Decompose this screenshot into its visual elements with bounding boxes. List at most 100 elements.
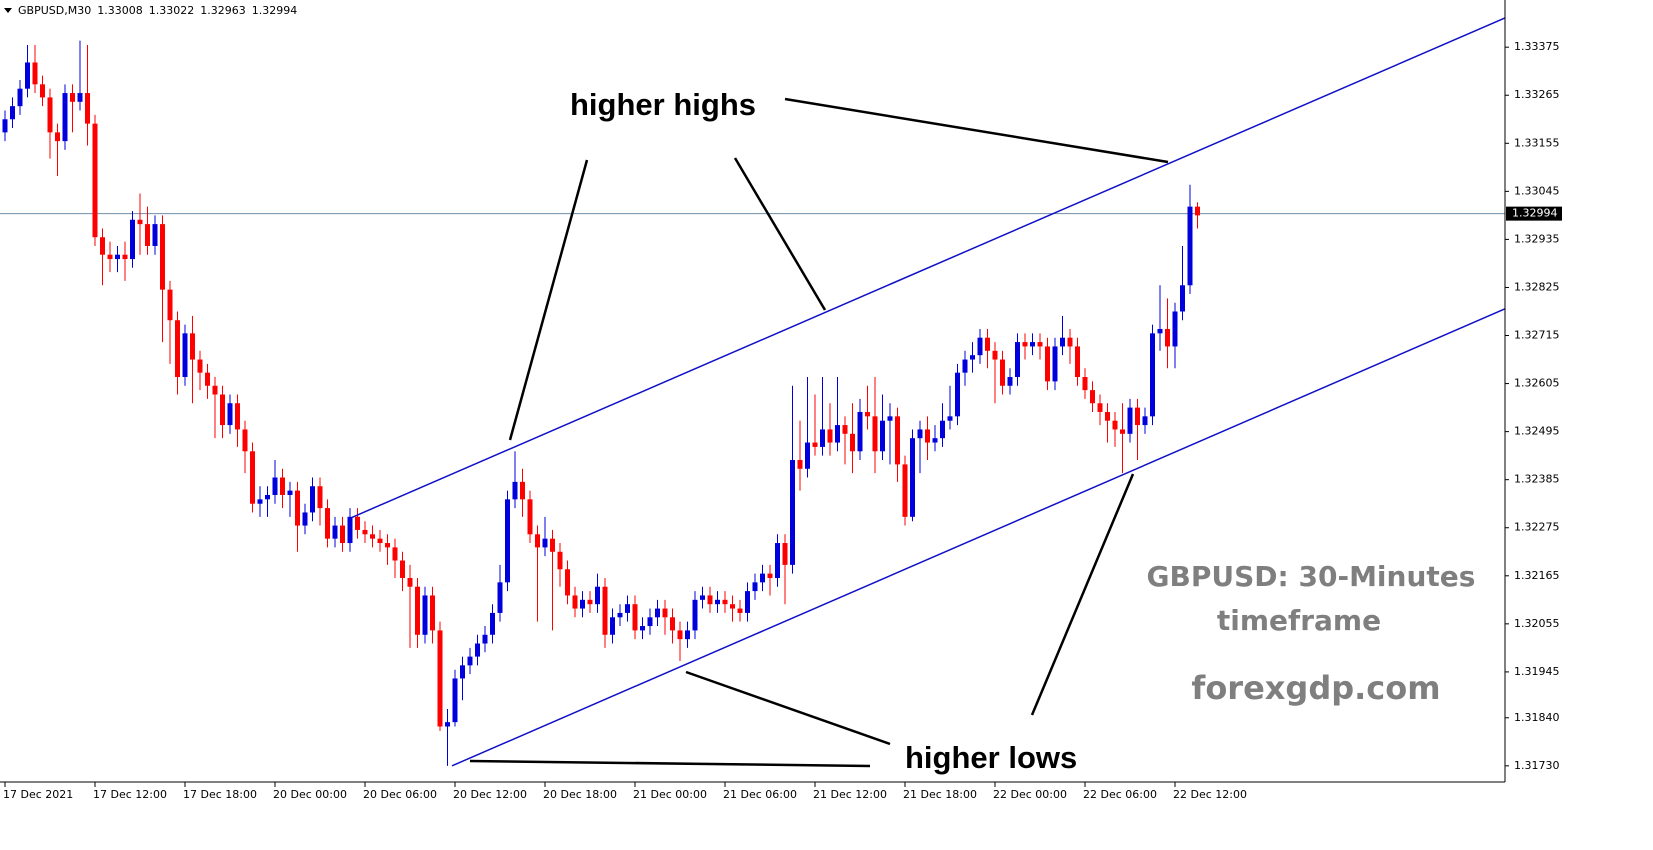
candle-body xyxy=(565,569,570,596)
candle-body xyxy=(415,586,420,635)
candle-body xyxy=(452,678,458,723)
candle-body xyxy=(1097,403,1103,412)
candle-body xyxy=(467,656,473,666)
candle-body xyxy=(175,320,180,378)
pointer-line xyxy=(733,157,827,311)
y-tick-label: 1.32935 xyxy=(1514,232,1560,245)
x-tick-label: 17 Dec 2021 xyxy=(3,788,73,801)
candle-body xyxy=(445,722,450,727)
candle-body xyxy=(970,355,975,360)
candle-body xyxy=(55,132,60,142)
candle-body xyxy=(287,490,293,495)
pointers xyxy=(469,97,1169,768)
y-tick-label: 1.33375 xyxy=(1514,40,1560,53)
candle-body xyxy=(790,460,795,565)
candle-body xyxy=(1187,206,1193,286)
candle-body xyxy=(272,477,278,495)
candle-body xyxy=(10,106,15,120)
x-tick-label: 20 Dec 18:00 xyxy=(543,788,617,801)
annotation: higher highs xyxy=(570,87,756,122)
candle-body xyxy=(355,516,360,530)
x-tick-label: 22 Dec 06:00 xyxy=(1083,788,1157,801)
candle-body xyxy=(1127,407,1133,434)
candle-body xyxy=(122,254,128,260)
candle-body xyxy=(872,416,878,452)
candle-body xyxy=(587,599,593,605)
candle-body xyxy=(325,508,330,539)
candle-body xyxy=(722,599,728,605)
candle-body xyxy=(685,630,690,640)
candle-body xyxy=(160,224,165,290)
candle-body xyxy=(925,429,930,443)
candle-body xyxy=(152,224,158,246)
candle-body xyxy=(1105,411,1110,421)
candle-body xyxy=(62,93,68,142)
x-tick-label: 17 Dec 18:00 xyxy=(183,788,257,801)
candle-body xyxy=(842,425,848,434)
candle-body xyxy=(340,525,345,544)
x-tick-label: 21 Dec 06:00 xyxy=(723,788,797,801)
candle-body xyxy=(595,586,600,605)
candle-body xyxy=(1180,285,1185,312)
x-tick-label: 17 Dec 12:00 xyxy=(93,788,167,801)
candle-body xyxy=(1075,346,1080,378)
candle-body xyxy=(580,599,585,609)
candle-body xyxy=(482,634,488,644)
candle-body xyxy=(317,486,323,509)
candle-body xyxy=(752,582,758,592)
y-tick-label: 1.31840 xyxy=(1514,711,1560,724)
candle-body xyxy=(70,93,75,102)
candle-body xyxy=(137,219,143,225)
candle-body xyxy=(917,429,923,439)
candle-body xyxy=(557,551,563,570)
candle-body xyxy=(797,460,803,469)
candle-body xyxy=(370,534,375,539)
candle-body xyxy=(280,477,285,495)
candle-body xyxy=(182,333,188,378)
candle-body xyxy=(602,586,608,635)
candle-body xyxy=(400,560,405,578)
y-tick-label: 1.32495 xyxy=(1514,425,1560,438)
candle-body xyxy=(385,543,390,548)
candle-body xyxy=(1015,342,1020,378)
symbol: GBPUSD,M30 xyxy=(18,4,91,17)
y-tick-label: 1.32715 xyxy=(1514,329,1560,342)
candle-body xyxy=(835,425,840,443)
header-open: 1.33008 xyxy=(97,4,143,17)
candle-body xyxy=(205,372,210,386)
x-tick-label: 20 Dec 00:00 xyxy=(273,788,347,801)
candle-body xyxy=(535,534,540,548)
candle-body xyxy=(940,420,945,439)
x-tick-label: 22 Dec 12:00 xyxy=(1173,788,1247,801)
candle-body xyxy=(670,617,675,631)
candle-body xyxy=(715,599,720,605)
candle-body xyxy=(475,643,480,657)
candle-body xyxy=(167,289,173,321)
candle-body xyxy=(1067,337,1073,347)
candle-body xyxy=(550,538,555,552)
candle-body xyxy=(857,411,863,452)
candle-body xyxy=(812,442,818,447)
candle-body xyxy=(512,481,518,500)
pointer-line xyxy=(1030,473,1135,716)
y-tick-label: 1.31945 xyxy=(1514,665,1560,678)
candle-body xyxy=(1037,342,1043,347)
candle-body xyxy=(295,490,300,526)
candle-body xyxy=(1142,416,1148,426)
candle-body xyxy=(985,337,990,351)
candle-body xyxy=(850,433,855,452)
y-tick-label: 1.33045 xyxy=(1514,184,1560,197)
candle-body xyxy=(1007,377,1013,386)
candle-body xyxy=(505,499,510,583)
candle-body xyxy=(767,573,773,578)
candle-body xyxy=(407,577,413,587)
x-tick-label: 21 Dec 18:00 xyxy=(903,788,977,801)
candle-body xyxy=(257,499,263,504)
candle-body xyxy=(1135,407,1140,426)
x-tick-label: 22 Dec 00:00 xyxy=(993,788,1067,801)
x-tick-label: 20 Dec 06:00 xyxy=(363,788,437,801)
candle-body xyxy=(85,93,90,124)
candle-body xyxy=(2,119,8,133)
